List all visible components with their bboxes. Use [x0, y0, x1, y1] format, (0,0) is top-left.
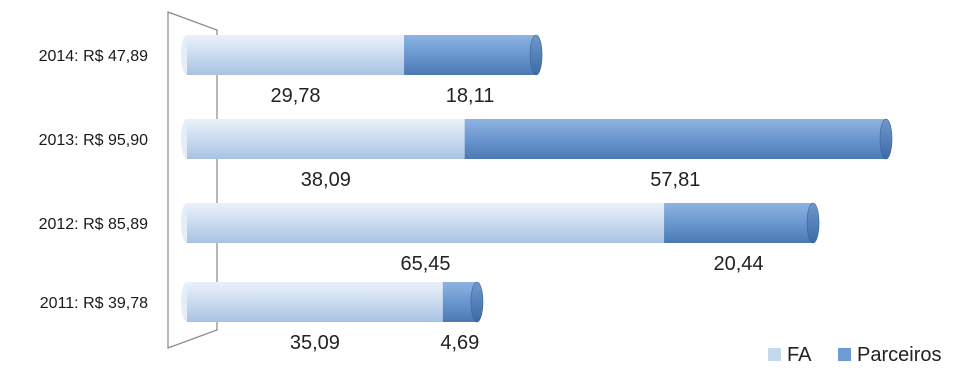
bar-fa-2011: [187, 282, 443, 322]
bar-parceiros-2012: [664, 203, 814, 243]
legend-label-fa: FA: [787, 344, 812, 366]
bar-fa-2014: [187, 35, 405, 75]
value-label-parceiros-2012: 20,44: [714, 253, 764, 275]
category-labels: 2014: R$ 47,89 2013: R$ 95,90 2012: R$ 85,…: [39, 48, 149, 312]
category-label-2012: 2012: R$ 85,89: [39, 216, 149, 233]
bar-end-cap-2011: [470, 281, 484, 323]
bar-fa-2012: [187, 203, 665, 243]
bars-group: [181, 34, 893, 323]
value-labels: 29,78 18,11 38,09 57,81 65,45 20,44 35,09 4,69: [270, 85, 763, 354]
chart-side-wall: [167, 11, 218, 349]
bar-end-cap-2014: [529, 34, 543, 76]
legend: FA Parceiros: [768, 344, 941, 366]
category-label-2013: 2013: R$ 95,90: [39, 132, 149, 149]
value-label-fa-2014: 29,78: [270, 85, 320, 107]
bar-end-cap-2012: [806, 202, 820, 244]
value-label-parceiros-2011: 4,69: [440, 332, 479, 354]
legend-swatch-fa: [768, 348, 781, 361]
value-label-fa-2011: 35,09: [290, 332, 340, 354]
bar-parceiros-2014: [404, 35, 537, 75]
value-label-parceiros-2014: 18,11: [446, 85, 495, 107]
category-label-2011: 2011: R$ 39,78: [40, 295, 148, 312]
bar-parceiros-2013: [464, 119, 886, 159]
value-label-fa-2013: 38,09: [301, 169, 351, 191]
legend-swatch-parceiros: [838, 348, 851, 361]
legend-label-parceiros: Parceiros: [857, 344, 941, 366]
bar-fa-2013: [187, 119, 465, 159]
bar-end-cap-2013: [879, 118, 893, 160]
value-label-parceiros-2013: 57,81: [650, 169, 700, 191]
category-label-2014: 2014: R$ 47,89: [39, 48, 149, 65]
value-label-fa-2012: 65,45: [400, 253, 450, 275]
